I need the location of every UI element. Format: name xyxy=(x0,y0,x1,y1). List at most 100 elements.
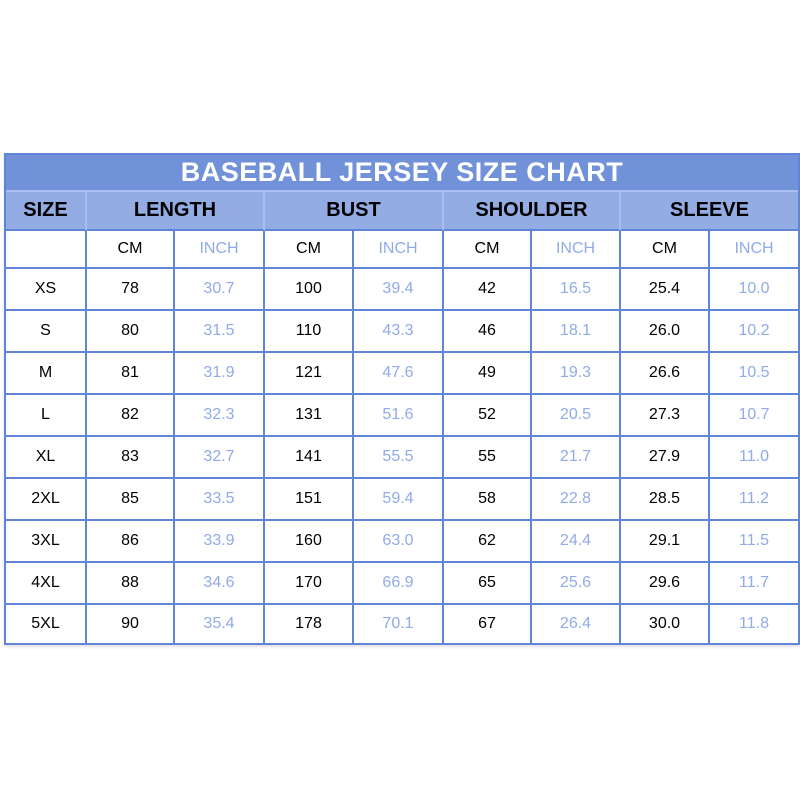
size-label: 2XL xyxy=(6,479,87,522)
inch-value: 11.8 xyxy=(710,605,799,643)
cm-value: 131 xyxy=(265,395,354,438)
inch-value: 19.3 xyxy=(532,353,621,396)
cm-value: 110 xyxy=(265,311,354,354)
cm-value: 121 xyxy=(265,353,354,396)
inch-value: 30.7 xyxy=(175,269,265,312)
title-row: BASEBALL JERSEY SIZE CHART xyxy=(6,155,799,192)
cm-value: 62 xyxy=(444,521,532,564)
inch-value: 11.2 xyxy=(710,479,799,522)
cm-value: 83 xyxy=(87,437,175,480)
inch-value: 59.4 xyxy=(354,479,444,522)
cm-value: 65 xyxy=(444,563,532,606)
size-label: 5XL xyxy=(6,605,87,643)
table-row: L 82 32.3 131 51.6 52 20.5 27.3 10.7 xyxy=(6,395,799,438)
unit-header-length-cm: CM xyxy=(87,231,175,269)
cm-value: 58 xyxy=(444,479,532,522)
unit-header-length-inch: INCH xyxy=(175,231,265,269)
inch-value: 11.5 xyxy=(710,521,799,564)
inch-value: 10.5 xyxy=(710,353,799,396)
inch-value: 35.4 xyxy=(175,605,265,643)
cm-value: 52 xyxy=(444,395,532,438)
inch-value: 11.7 xyxy=(710,563,799,606)
unit-header-sleeve-inch: INCH xyxy=(710,231,799,269)
inch-value: 16.5 xyxy=(532,269,621,312)
size-label: 4XL xyxy=(6,563,87,606)
cm-value: 25.4 xyxy=(621,269,710,312)
table-row: 5XL 90 35.4 178 70.1 67 26.4 30.0 11.8 xyxy=(6,605,799,643)
table-row: M 81 31.9 121 47.6 49 19.3 26.6 10.5 xyxy=(6,353,799,396)
size-label: L xyxy=(6,395,87,438)
size-label: XL xyxy=(6,437,87,480)
cm-value: 46 xyxy=(444,311,532,354)
table-row: 4XL 88 34.6 170 66.9 65 25.6 29.6 11.7 xyxy=(6,563,799,606)
cm-value: 141 xyxy=(265,437,354,480)
size-label: XS xyxy=(6,269,87,312)
column-header-size: SIZE xyxy=(6,192,87,231)
inch-value: 43.3 xyxy=(354,311,444,354)
cm-value: 27.3 xyxy=(621,395,710,438)
inch-value: 33.5 xyxy=(175,479,265,522)
table-row: S 80 31.5 110 43.3 46 18.1 26.0 10.2 xyxy=(6,311,799,354)
cm-value: 78 xyxy=(87,269,175,312)
inch-value: 10.2 xyxy=(710,311,799,354)
inch-value: 18.1 xyxy=(532,311,621,354)
inch-value: 70.1 xyxy=(354,605,444,643)
inch-value: 51.6 xyxy=(354,395,444,438)
size-label: M xyxy=(6,353,87,396)
column-header-length: LENGTH xyxy=(87,192,265,231)
cm-value: 42 xyxy=(444,269,532,312)
cm-value: 29.6 xyxy=(621,563,710,606)
unit-header-shoulder-cm: CM xyxy=(444,231,532,269)
table-body: XS 78 30.7 100 39.4 42 16.5 25.4 10.0 S 80 31.5 110 4… xyxy=(6,269,799,643)
cm-value: 80 xyxy=(87,311,175,354)
column-header-sleeve: SLEEVE xyxy=(621,192,799,231)
cm-value: 85 xyxy=(87,479,175,522)
inch-value: 32.7 xyxy=(175,437,265,480)
cm-value: 86 xyxy=(87,521,175,564)
unit-header-bust-inch: INCH xyxy=(354,231,444,269)
inch-value: 39.4 xyxy=(354,269,444,312)
unit-header-row: CM INCH CM INCH CM INCH CM INCH xyxy=(6,231,799,269)
inch-value: 63.0 xyxy=(354,521,444,564)
inch-value: 32.3 xyxy=(175,395,265,438)
column-header-bust: BUST xyxy=(265,192,444,231)
unit-header-empty xyxy=(6,231,87,269)
cm-value: 26.0 xyxy=(621,311,710,354)
inch-value: 31.5 xyxy=(175,311,265,354)
column-group-row: SIZE LENGTH BUST SHOULDER SLEEVE xyxy=(6,192,799,231)
inch-value: 11.0 xyxy=(710,437,799,480)
cm-value: 160 xyxy=(265,521,354,564)
table-row: 2XL 85 33.5 151 59.4 58 22.8 28.5 11.2 xyxy=(6,479,799,522)
cm-value: 100 xyxy=(265,269,354,312)
cm-value: 88 xyxy=(87,563,175,606)
cm-value: 90 xyxy=(87,605,175,643)
inch-value: 34.6 xyxy=(175,563,265,606)
size-label: S xyxy=(6,311,87,354)
inch-value: 55.5 xyxy=(354,437,444,480)
unit-header-shoulder-inch: INCH xyxy=(532,231,621,269)
cm-value: 67 xyxy=(444,605,532,643)
chart-title: BASEBALL JERSEY SIZE CHART xyxy=(6,155,799,192)
table-row: 3XL 86 33.9 160 63.0 62 24.4 29.1 11.5 xyxy=(6,521,799,564)
inch-value: 33.9 xyxy=(175,521,265,564)
inch-value: 26.4 xyxy=(532,605,621,643)
table-row: XL 83 32.7 141 55.5 55 21.7 27.9 11.0 xyxy=(6,437,799,480)
cm-value: 82 xyxy=(87,395,175,438)
size-chart-table: BASEBALL JERSEY SIZE CHART SIZE LENGTH B… xyxy=(4,153,800,645)
cm-value: 151 xyxy=(265,479,354,522)
inch-value: 24.4 xyxy=(532,521,621,564)
inch-value: 10.0 xyxy=(710,269,799,312)
cm-value: 30.0 xyxy=(621,605,710,643)
inch-value: 22.8 xyxy=(532,479,621,522)
inch-value: 10.7 xyxy=(710,395,799,438)
cm-value: 81 xyxy=(87,353,175,396)
inch-value: 20.5 xyxy=(532,395,621,438)
unit-header-sleeve-cm: CM xyxy=(621,231,710,269)
cm-value: 49 xyxy=(444,353,532,396)
table-row: XS 78 30.7 100 39.4 42 16.5 25.4 10.0 xyxy=(6,269,799,312)
inch-value: 25.6 xyxy=(532,563,621,606)
cm-value: 26.6 xyxy=(621,353,710,396)
cm-value: 29.1 xyxy=(621,521,710,564)
cm-value: 27.9 xyxy=(621,437,710,480)
